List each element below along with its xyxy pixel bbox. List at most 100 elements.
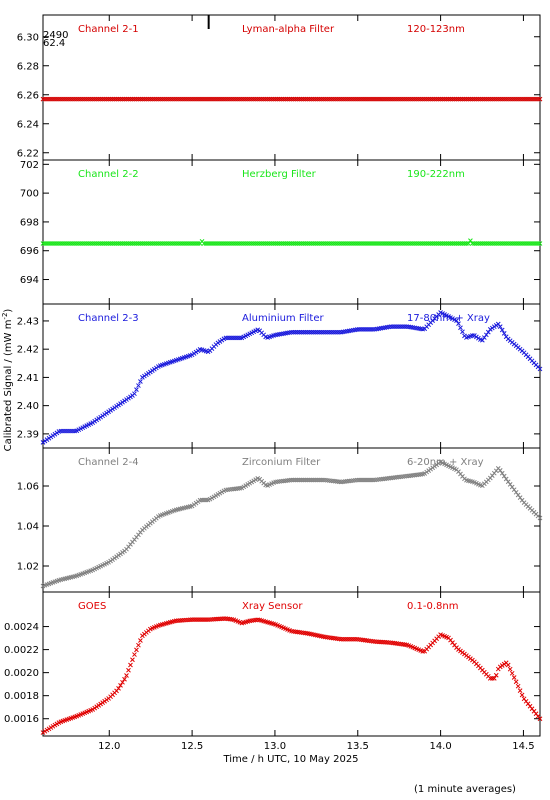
y-tick-label: 6.26 (17, 90, 39, 101)
data-point (497, 468, 503, 473)
x-tick-label: 14.5 (512, 741, 534, 752)
data-point (116, 686, 121, 691)
data-point (122, 676, 127, 682)
filter-label: Xray Sensor (242, 601, 303, 612)
channel-label: Channel 2-3 (78, 313, 139, 324)
data-point (507, 666, 513, 672)
y-tick-label: 6.30 (17, 32, 39, 43)
y-tick-label: 702 (20, 160, 39, 171)
panel-5: 0.0016 0.0018 0.0020 0.0022 0.0024 GOES Xray S… (4, 591, 543, 737)
filter-label: Aluminium Filter (242, 313, 325, 324)
data-point (136, 383, 141, 388)
band-label: 120-123nm (407, 24, 465, 35)
data-point (537, 716, 543, 722)
data-point (466, 241, 471, 246)
data-point (491, 676, 497, 681)
x-axis-title: Time / h UTC, 10 May 2025 (222, 754, 358, 765)
y-tick-label: 6.24 (17, 119, 39, 130)
header-marker-line1: 2490 (43, 30, 68, 41)
panel-2: 694 696 698 700 702 Channel 2-2 Herzberg Filte… (20, 159, 543, 305)
y-tick-label: 6.22 (17, 148, 39, 159)
y-axis-label-end: ) (3, 309, 14, 313)
data-point (138, 379, 143, 384)
panel-1: 6.22 6.24 6.26 6.28 6.30 Channel 2-1 Lyman-alp… (17, 14, 543, 161)
band-label: 17-80nm + Xray (407, 313, 490, 324)
data-point (483, 332, 489, 338)
data-point (501, 331, 507, 336)
channel-label: Channel 2-2 (78, 169, 139, 180)
panel-frame (42, 303, 541, 449)
data-point (481, 335, 487, 340)
channel-label: Channel 2-1 (78, 24, 139, 35)
data-point (515, 683, 521, 689)
data-point (130, 657, 135, 663)
y-tick-label: 0.0024 (4, 622, 39, 633)
data-point (501, 473, 507, 479)
data-point (497, 324, 503, 329)
data-point (120, 679, 125, 685)
channel-label: GOES (78, 601, 106, 612)
data-point (485, 329, 491, 335)
data-point (128, 662, 133, 668)
y-tick-label: 2.40 (17, 401, 39, 412)
data-point (537, 96, 543, 102)
data-point (124, 673, 129, 678)
y-tick-label: 2.42 (17, 345, 39, 356)
y-tick-label: 6.28 (17, 61, 39, 72)
series-markers (40, 459, 543, 589)
x-tick-label: 12.5 (181, 741, 203, 752)
y-axis-label-main: Calibrated Signal / (mW m (3, 320, 14, 452)
data-point (505, 662, 511, 668)
x-tick-label: 13.5 (347, 741, 369, 752)
data-point (479, 337, 485, 343)
data-point (134, 647, 139, 653)
data-point (519, 692, 525, 698)
series-markers (40, 96, 543, 102)
y-tick-label: 2.39 (17, 429, 39, 440)
band-label: 190-222nm (407, 169, 465, 180)
data-point (503, 476, 509, 482)
series-markers (40, 616, 543, 735)
filter-label: Herzberg Filter (242, 169, 317, 180)
panel-frame (42, 591, 541, 737)
data-point (456, 321, 461, 327)
y-tick-label: 694 (20, 275, 39, 286)
y-tick-label: 700 (20, 189, 39, 200)
panel-frame (42, 447, 541, 593)
data-point (511, 675, 517, 680)
data-point (136, 642, 141, 648)
data-point (537, 366, 543, 372)
y-tick-label: 696 (20, 246, 39, 257)
y-tick-label: 2.41 (17, 373, 39, 384)
header-marker-line2: 62.4 (43, 38, 65, 49)
x-axis: 12.0 12.5 13.0 13.5 14.0 14.5 (98, 15, 535, 752)
data-point (493, 672, 499, 678)
x-tick-label: 12.0 (98, 741, 120, 752)
data-point (513, 679, 519, 685)
y-tick-label: 1.04 (17, 522, 39, 533)
y-tick-label: 1.06 (17, 482, 39, 493)
data-point (458, 325, 463, 331)
y-tick-label: 2.43 (17, 316, 39, 327)
data-point (517, 688, 523, 693)
y-tick-label: 0.0022 (4, 645, 39, 656)
data-point (460, 329, 465, 335)
panel-3: 2.39 2.40 2.41 2.42 2.43 Channel 2-3 Aluminium… (17, 303, 543, 449)
data-point (499, 327, 505, 333)
y-tick-label: 0.0016 (4, 714, 39, 725)
data-point (132, 391, 137, 397)
y-tick-label: 0.0020 (4, 668, 39, 679)
series-markers (40, 238, 543, 246)
y-tick-label: 0.0018 (4, 691, 39, 702)
data-point (537, 241, 543, 246)
data-point (138, 638, 143, 643)
x-tick-label: 14.0 (429, 741, 451, 752)
footer-note: (1 minute averages) (414, 784, 516, 795)
channel-label: Channel 2-4 (78, 457, 139, 468)
y-axis-label: Calibrated Signal / (mW m-2) (1, 309, 14, 452)
data-point (118, 683, 123, 688)
panel-frame (42, 159, 541, 305)
panel-frame (42, 14, 541, 161)
